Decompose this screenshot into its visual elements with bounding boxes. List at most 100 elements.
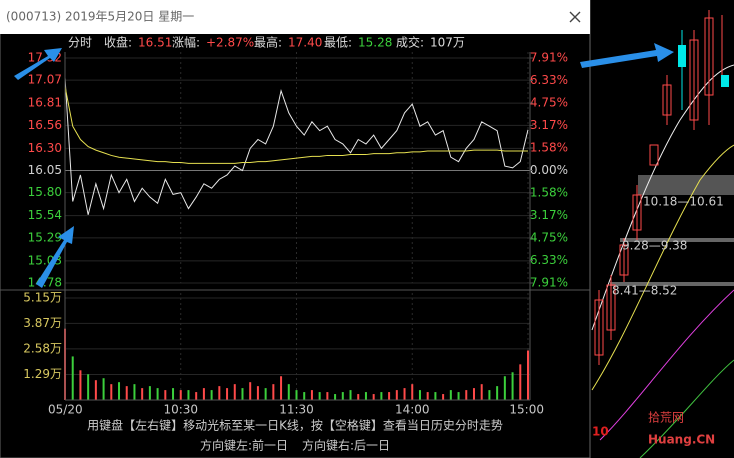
volume-bar <box>179 390 182 400</box>
volume-bar <box>334 394 337 400</box>
watermark-domain: Huang.CN <box>648 433 715 447</box>
ma-line <box>639 359 734 458</box>
x-tick-label: 14:00 <box>395 403 430 417</box>
arrow <box>580 43 674 68</box>
y-tick-label: 15.29 <box>28 230 62 244</box>
y2-tick-label: 4.75% <box>530 231 568 245</box>
volume-bar <box>218 386 221 400</box>
volume-bar <box>79 370 82 400</box>
volume-bar <box>241 388 244 400</box>
band-label: 10.18—10.61 <box>643 195 724 209</box>
volume-bar <box>488 390 491 400</box>
volume-bar <box>388 392 391 400</box>
footer-key: 方向键右:后一日 <box>302 438 390 453</box>
volume-bar <box>118 382 121 400</box>
close-value: 16.51 <box>138 36 172 50</box>
volume-bar <box>349 390 352 400</box>
x-tick-label: 15:00 <box>509 403 544 417</box>
low-value: 15.28 <box>358 36 392 50</box>
volume-bar <box>71 356 74 400</box>
info-bar: 分时 收盘: 16.51 涨幅: +2.87% 最高: 17.40 最低: 15… <box>68 35 465 50</box>
y2-tick-label: 3.17% <box>530 208 568 222</box>
band-label: 8.41—8.52 <box>612 284 677 298</box>
volume-value: 107万 <box>430 36 465 50</box>
volume-bar <box>457 392 460 400</box>
volume-bar <box>465 390 468 400</box>
volume-bar <box>318 392 321 400</box>
y2-tick-label: 1.58% <box>530 185 568 199</box>
volume-bar <box>341 392 344 400</box>
y-tick-label: 16.81 <box>28 96 62 110</box>
volume-bar <box>380 392 383 400</box>
y-tick-label: 15.80 <box>28 185 62 199</box>
band-label: 9.28—9.38 <box>622 239 687 253</box>
volume-bar <box>527 350 529 400</box>
volume-bar <box>125 386 128 400</box>
price-line <box>64 86 528 164</box>
ma-line <box>599 289 734 441</box>
volume-bar <box>164 390 167 400</box>
volume-bar <box>133 384 136 400</box>
volume-bar <box>172 388 175 400</box>
y-tick-label: 16.30 <box>28 141 62 155</box>
close-button[interactable] <box>569 11 581 23</box>
watermark-logo: 10 <box>592 425 609 439</box>
volume-bar <box>411 384 414 400</box>
volume-bar <box>256 386 259 400</box>
volume-bar <box>272 384 275 400</box>
price-band <box>638 175 734 195</box>
volume-bar <box>226 388 229 400</box>
y-tick-label: 16.56 <box>28 118 62 132</box>
kline-background: 10.18—10.61 9.28—9.38 8.41—8.52 10 拾荒网 H… <box>591 10 734 458</box>
y-tick-label: 2.58万 <box>23 341 62 355</box>
volume-bar <box>357 394 360 400</box>
volume-bar <box>442 394 445 400</box>
y-tick-label: 5.15万 <box>23 291 62 305</box>
volume-bar <box>519 364 522 400</box>
volume-bar <box>310 390 313 400</box>
y-tick-label: 17.07 <box>28 73 62 87</box>
volume-bar <box>187 390 190 400</box>
volume-bar <box>480 384 483 400</box>
volume-bar <box>295 390 298 400</box>
change-label: 涨幅: <box>172 35 200 50</box>
volume-bar <box>110 384 113 400</box>
y-tick-label: 16.05 <box>28 163 62 177</box>
volume-bar <box>210 390 213 400</box>
high-label: 最高: <box>254 35 282 50</box>
volume-bar <box>264 388 267 400</box>
volume-bar <box>156 388 159 400</box>
volume-bar <box>364 392 367 400</box>
volume-bar <box>249 382 252 400</box>
volume-bar <box>449 390 452 400</box>
volume-bar <box>94 380 97 400</box>
low-label: 最低: <box>324 36 352 50</box>
popup-window <box>0 0 591 458</box>
arrow <box>36 226 74 288</box>
volume-bar <box>496 386 499 400</box>
volume-bar <box>326 392 329 400</box>
volume-bar <box>280 376 283 400</box>
volume-bar <box>418 390 421 400</box>
y2-tick-label: 0.00% <box>530 163 568 177</box>
y-tick-label: 15.54 <box>28 208 62 222</box>
y2-tick-label: 4.75% <box>530 95 568 109</box>
volume-bar <box>503 376 506 400</box>
footer-hint: 用键盘【左右键】移动光标至某一日K线，按【空格键】查看当日历史分时走势 <box>87 418 503 433</box>
y2-tick-label: 3.17% <box>530 118 568 132</box>
volume-bar <box>511 372 514 400</box>
volume-bar <box>472 388 475 400</box>
volume-bar <box>434 392 437 400</box>
volume-bar <box>287 384 290 400</box>
volume-bar <box>395 390 398 400</box>
price-line <box>64 77 529 215</box>
title-bar <box>0 0 590 34</box>
y2-tick-label: 7.91% <box>530 51 568 65</box>
ma-line <box>591 64 734 331</box>
y2-tick-label: 6.33% <box>530 253 568 267</box>
arrow <box>14 48 62 80</box>
y-tick-label: 1.29万 <box>23 367 62 381</box>
y2-tick-label: 7.91% <box>530 276 568 290</box>
price-band <box>620 238 734 242</box>
